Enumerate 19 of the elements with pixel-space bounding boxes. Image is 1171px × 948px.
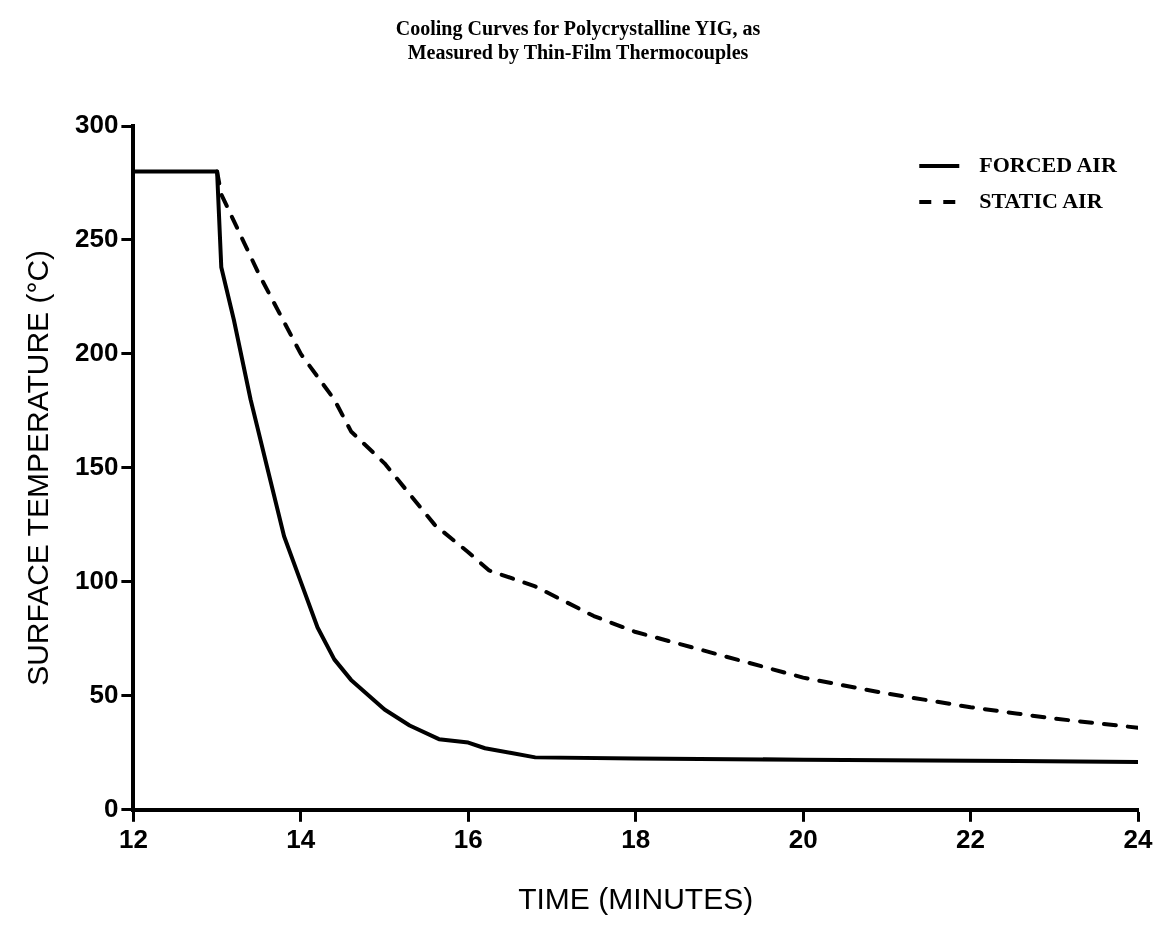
x-tick-label: 22 (956, 823, 986, 854)
legend-label: FORCED AIR (979, 151, 1118, 177)
y-tick-label: 50 (89, 679, 119, 710)
y-tick-label: 250 (74, 223, 119, 254)
y-tick-label: 300 (74, 109, 119, 140)
x-tick-label: 12 (118, 823, 148, 854)
x-tick-label: 18 (621, 823, 651, 854)
y-tick-label: 200 (74, 337, 119, 368)
y-tick-label: 150 (74, 451, 119, 482)
y-axis-title: SURFACE TEMPERATURE (°C) (21, 249, 55, 686)
x-tick-label: 16 (453, 823, 483, 854)
y-tick-label: 100 (74, 565, 119, 596)
chart-title: Cooling Curves for Polycrystalline YIG, as Measured by Thin-Film Thermocouples (395, 17, 761, 65)
y-tick-label: 0 (103, 792, 119, 823)
x-tick-label: 24 (1123, 823, 1153, 854)
x-tick-label: 14 (286, 823, 316, 854)
x-axis-title: TIME (MINUTES) (518, 882, 754, 916)
legend-label: STATIC AIR (979, 187, 1104, 213)
x-tick-label: 20 (788, 823, 818, 854)
